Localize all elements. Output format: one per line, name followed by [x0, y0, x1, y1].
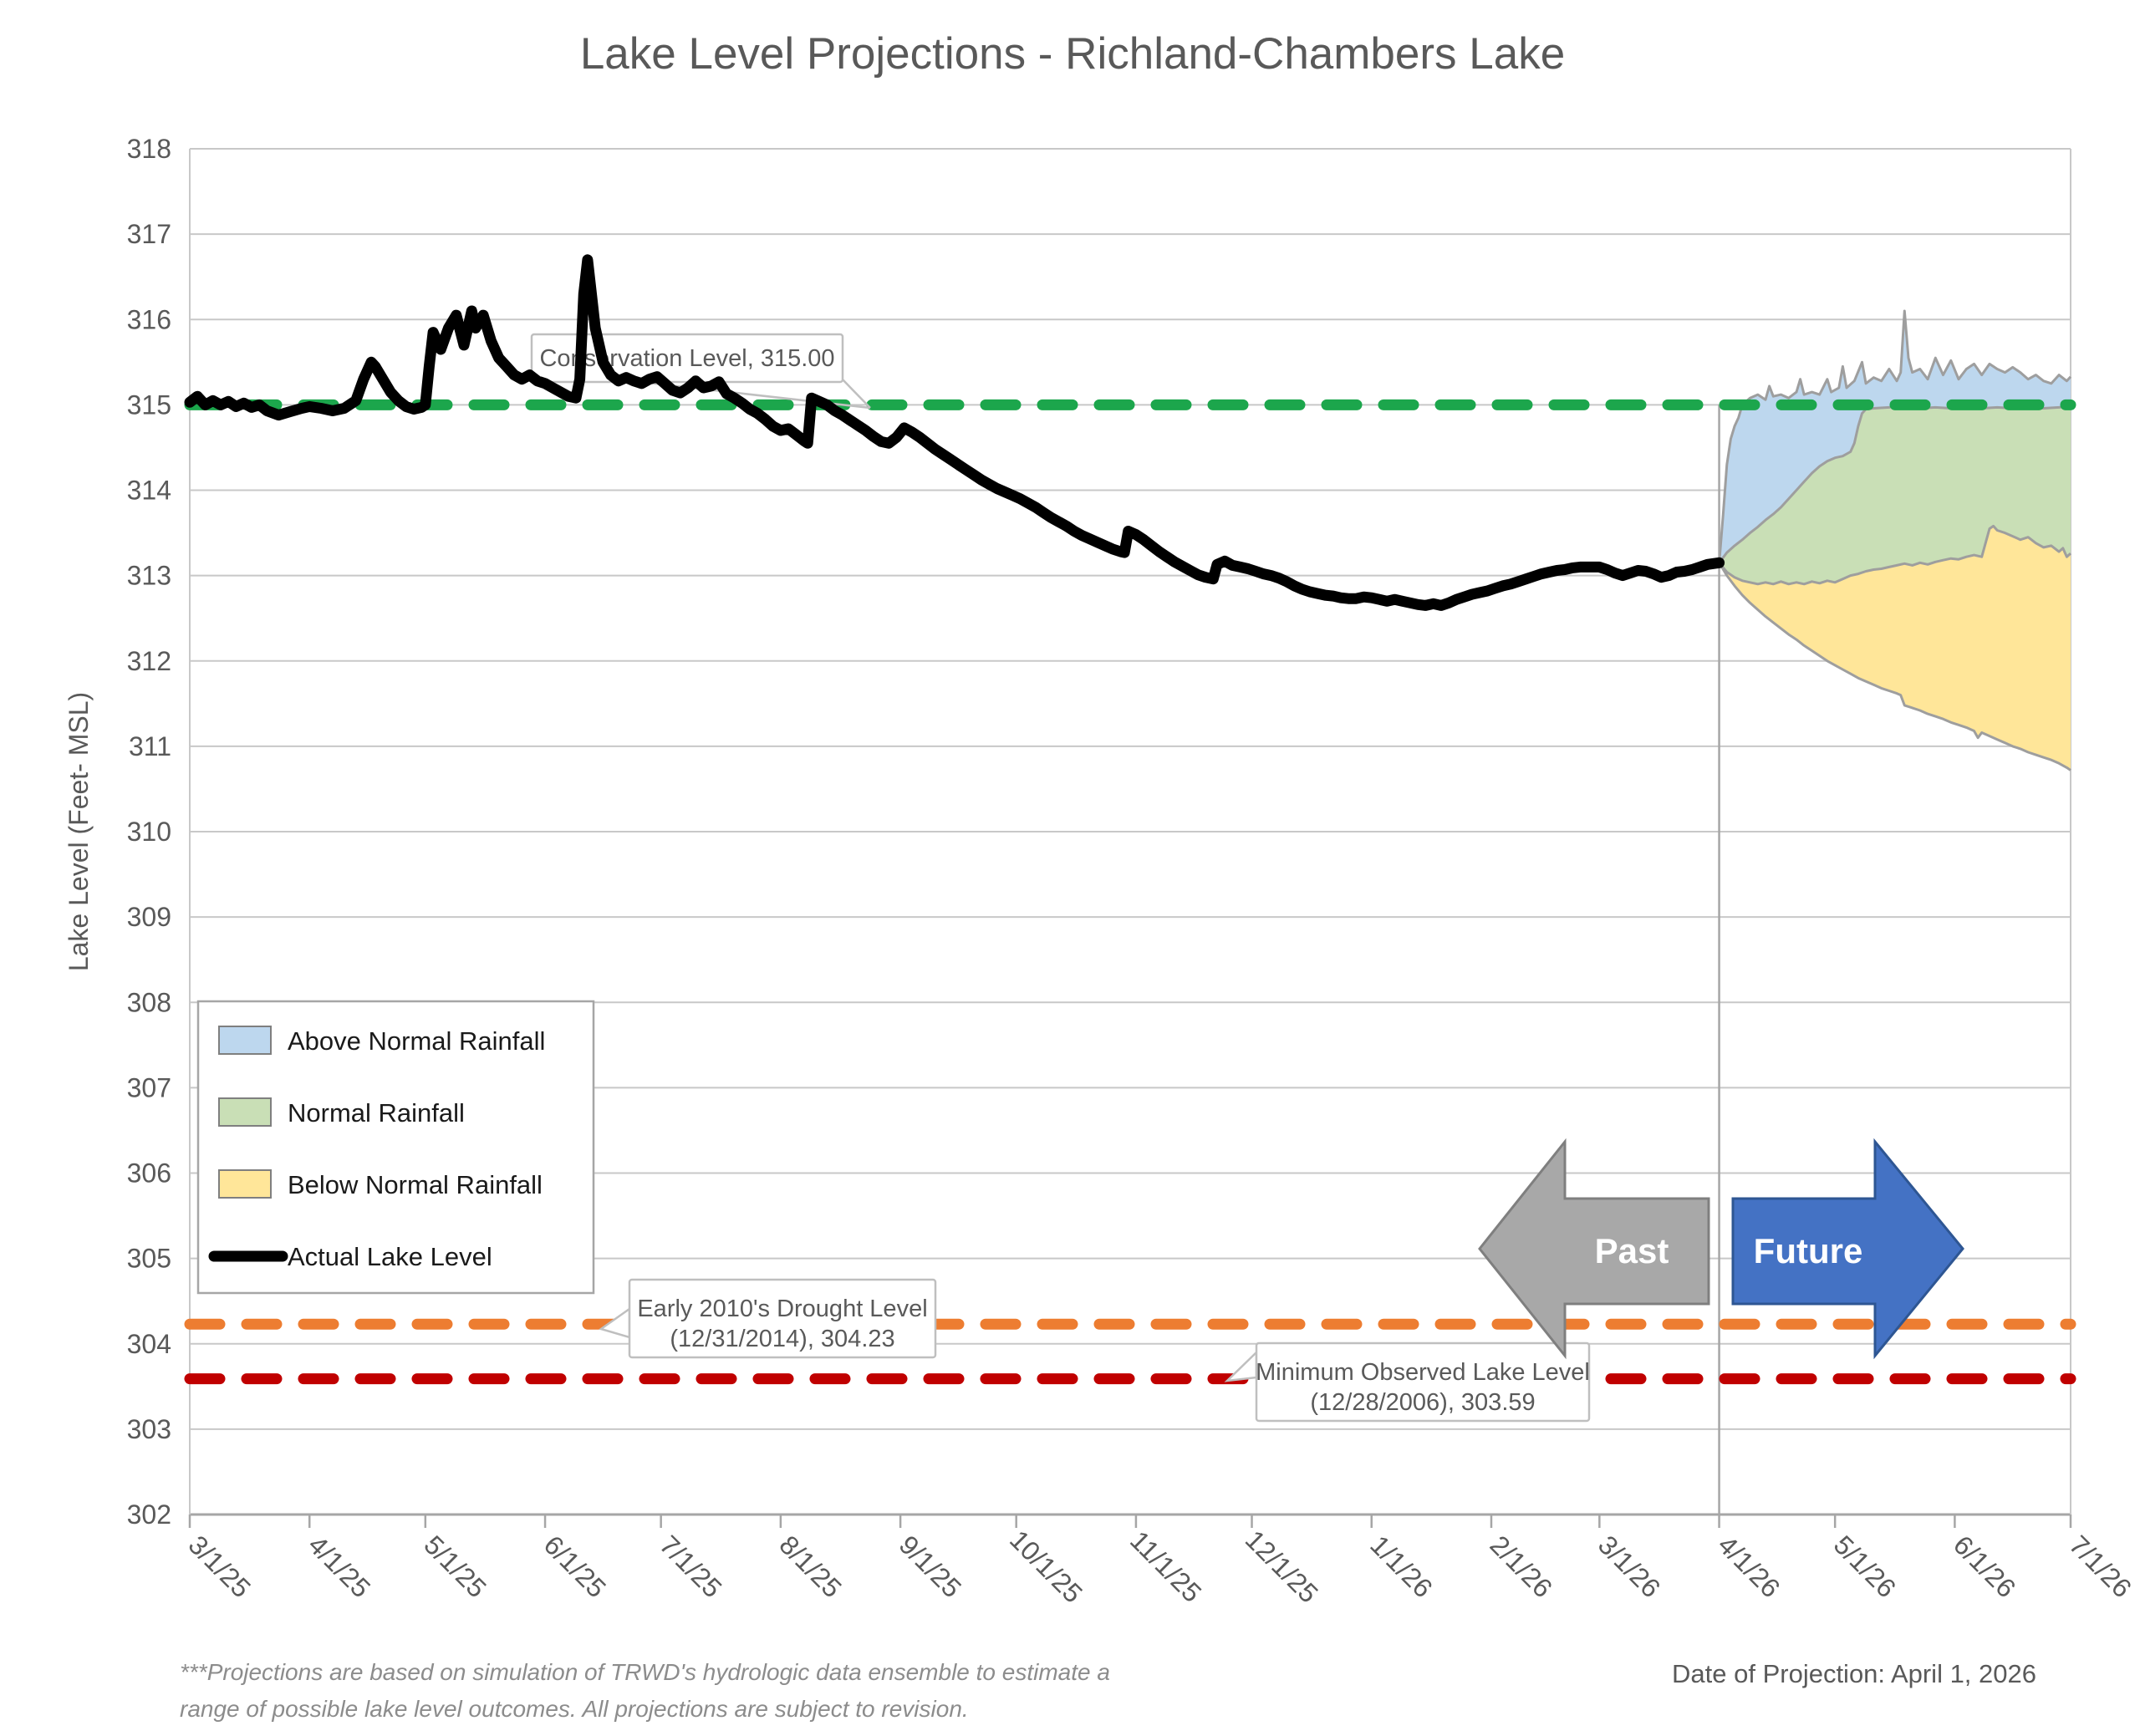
x-tick-label: 3/1/25 — [183, 1530, 257, 1603]
legend-item-label: Below Normal Rainfall — [288, 1170, 543, 1199]
footnote-line2: range of possible lake level outcomes. A… — [180, 1696, 969, 1722]
above-band-upper-edge — [1718, 309, 2072, 563]
y-tick-label: 305 — [127, 1244, 171, 1274]
x-tick-label: 8/1/25 — [773, 1530, 847, 1603]
projection-date-label: Date of Projection: April 1, 2026 — [1672, 1659, 2036, 1688]
callout-text: Conservation Level, 315.00 — [539, 345, 834, 372]
callout-text-line1: Minimum Observed Lake Level — [1256, 1359, 1590, 1386]
legend-swatch — [218, 1169, 272, 1199]
minimum-observed-callout: Minimum Observed Lake Level (12/28/2006)… — [1224, 1341, 1591, 1423]
drought-level-callout: Early 2010's Drought Level (12/31/2014),… — [599, 1278, 937, 1359]
y-tick-label: 314 — [127, 476, 171, 506]
chart-title: Lake Level Projections - Richland-Chambe… — [580, 29, 1565, 79]
past-arrow-label: Past — [1595, 1231, 1669, 1270]
y-tick-label: 308 — [127, 987, 171, 1017]
past-arrow — [1478, 1138, 1710, 1360]
y-tick-label: 313 — [127, 561, 171, 591]
x-tick-label: 7/1/26 — [2064, 1530, 2137, 1603]
normal-rainfall-band — [1719, 403, 2071, 584]
y-tick-label: 311 — [129, 731, 171, 761]
x-tick-label: 6/1/25 — [538, 1530, 612, 1603]
y-tick-label: 303 — [127, 1414, 171, 1444]
future-arrow-label: Future — [1754, 1231, 1863, 1270]
callout-tail — [1224, 1350, 1258, 1382]
x-tick-label: 10/1/25 — [1004, 1525, 1088, 1609]
x-tick-label: 5/1/25 — [418, 1530, 492, 1603]
callout-text-line2: (12/28/2006), 303.59 — [1310, 1389, 1535, 1416]
x-tick-label: 5/1/26 — [1828, 1530, 1902, 1603]
y-tick-label: 310 — [127, 817, 171, 847]
past-future-arrows: Past Future — [1478, 1138, 1964, 1360]
callout-box — [1255, 1341, 1591, 1423]
x-tick-label: 3/1/26 — [1592, 1530, 1666, 1603]
callout-text-line1: Early 2010's Drought Level — [637, 1296, 927, 1322]
y-tick-label: 307 — [127, 1072, 171, 1102]
y-tick-label: 316 — [127, 304, 171, 334]
y-axis-title: Lake Level (Feet- MSL) — [64, 692, 94, 971]
legend-item-label: Normal Rainfall — [288, 1098, 465, 1128]
below-normal-rainfall-band — [1719, 526, 2071, 771]
footnote-line1: ***Projections are based on simulation o… — [180, 1659, 1110, 1685]
y-tick-label: 306 — [127, 1158, 171, 1189]
future-arrow — [1731, 1138, 1964, 1360]
callout-box — [628, 1278, 937, 1359]
legend-items: Above Normal Rainfall Normal Rainfall Belo… — [208, 1026, 545, 1271]
x-tick-label: 12/1/25 — [1240, 1525, 1324, 1609]
y-tick-label: 302 — [127, 1499, 171, 1530]
actual-lake-level-line — [184, 254, 1725, 611]
x-tick-label: 11/1/25 — [1124, 1525, 1207, 1608]
x-tick-label: 7/1/25 — [654, 1530, 727, 1603]
y-tick-label: 309 — [127, 902, 171, 932]
y-tick-label: 315 — [127, 389, 171, 420]
x-tick-label: 1/1/26 — [1364, 1530, 1438, 1603]
projection-bands — [1718, 309, 2072, 771]
x-tick-label: 9/1/25 — [894, 1530, 967, 1603]
callout-leader-line — [840, 377, 871, 409]
legend-item-label: Actual Lake Level — [288, 1242, 492, 1271]
x-tick-label: 6/1/26 — [1948, 1530, 2021, 1603]
below-band-upper-edge — [1718, 524, 2071, 586]
legend-swatch — [218, 1026, 272, 1055]
below-band-lower-edge — [1718, 562, 2071, 771]
legend-swatch — [218, 1097, 272, 1127]
legend-item-label: Above Normal Rainfall — [288, 1026, 545, 1056]
y-tick-label: 318 — [127, 134, 171, 164]
callout-text-line2: (12/31/2014), 304.23 — [670, 1326, 894, 1352]
x-tick-label: 4/1/25 — [303, 1530, 376, 1603]
y-tick-label: 312 — [127, 646, 171, 676]
x-tick-label: 2/1/26 — [1485, 1530, 1558, 1603]
legend: Above Normal Rainfall Normal Rainfall Belo… — [196, 1000, 595, 1295]
y-tick-label: 317 — [127, 219, 171, 249]
x-tick-label: 4/1/26 — [1712, 1530, 1786, 1603]
y-tick-label: 304 — [127, 1329, 171, 1359]
